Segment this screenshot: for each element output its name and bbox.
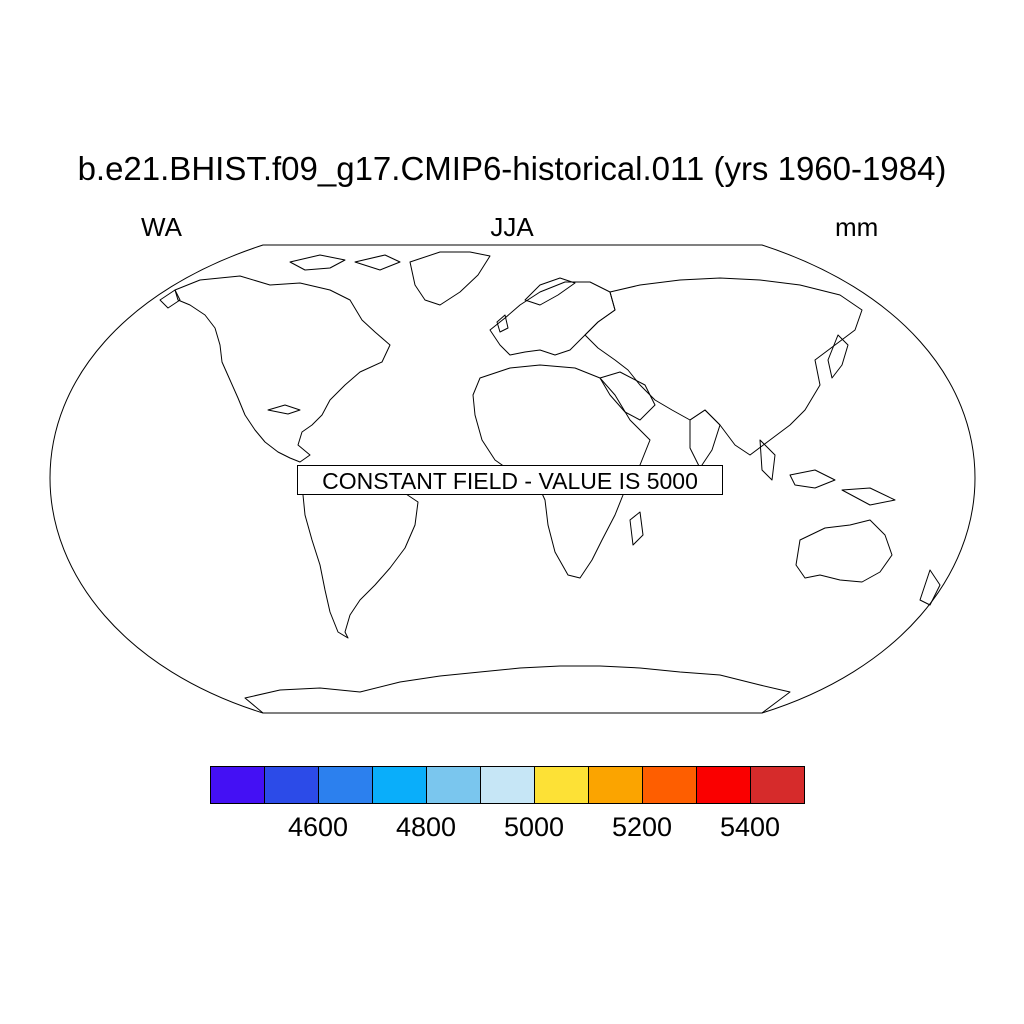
- coastline-new-zealand: [919, 569, 941, 606]
- coastline-india: [689, 409, 721, 469]
- coastline-japan: [827, 334, 849, 379]
- colorbar-swatch-5: [480, 766, 535, 804]
- coastline-asia: [584, 277, 863, 456]
- coastline-southeast-asia: [759, 439, 776, 481]
- coastline-uk: [496, 314, 509, 333]
- colorbar-swatch-2: [318, 766, 373, 804]
- colorbar-swatch-6: [534, 766, 589, 804]
- colorbar-swatch-1: [264, 766, 319, 804]
- colorbar-swatch-9: [696, 766, 751, 804]
- coastline-madagascar: [629, 511, 644, 546]
- colorbar-label: 5200: [611, 812, 673, 842]
- colorbar-swatch-4: [426, 766, 481, 804]
- colorbar-swatch-3: [372, 766, 427, 804]
- coastline-alaska: [159, 289, 181, 309]
- subtitle-left: WA: [141, 212, 182, 242]
- colorbar-swatch-0: [210, 766, 265, 804]
- colorbar-swatch-8: [642, 766, 697, 804]
- subtitle-units: mm: [835, 212, 879, 242]
- plot-title: b.e21.BHIST.f09_g17.CMIP6-historical.011…: [77, 150, 947, 187]
- colorbar-swatch-7: [588, 766, 643, 804]
- coastline-australia: [795, 519, 893, 583]
- colorbar: [210, 766, 805, 804]
- subtitle-center: JJA: [490, 212, 534, 242]
- colorbar-label: 4600: [287, 812, 349, 842]
- coastline-arabia: [599, 371, 656, 421]
- coastline-canada-islands: [289, 254, 346, 271]
- coastline-north-america: [174, 275, 391, 463]
- colorbar-label: 5400: [719, 812, 781, 842]
- colorbar-label: 4800: [395, 812, 457, 842]
- colorbar-swatch-10: [750, 766, 805, 804]
- coastline-greenland: [409, 251, 491, 306]
- coastline-antarctica: [244, 665, 791, 714]
- constant-field-notice: CONSTANT FIELD - VALUE IS 5000: [297, 465, 723, 495]
- coastline-europe: [489, 281, 616, 356]
- colorbar-label: 5000: [503, 812, 565, 842]
- coastline-scandinavia: [524, 277, 576, 306]
